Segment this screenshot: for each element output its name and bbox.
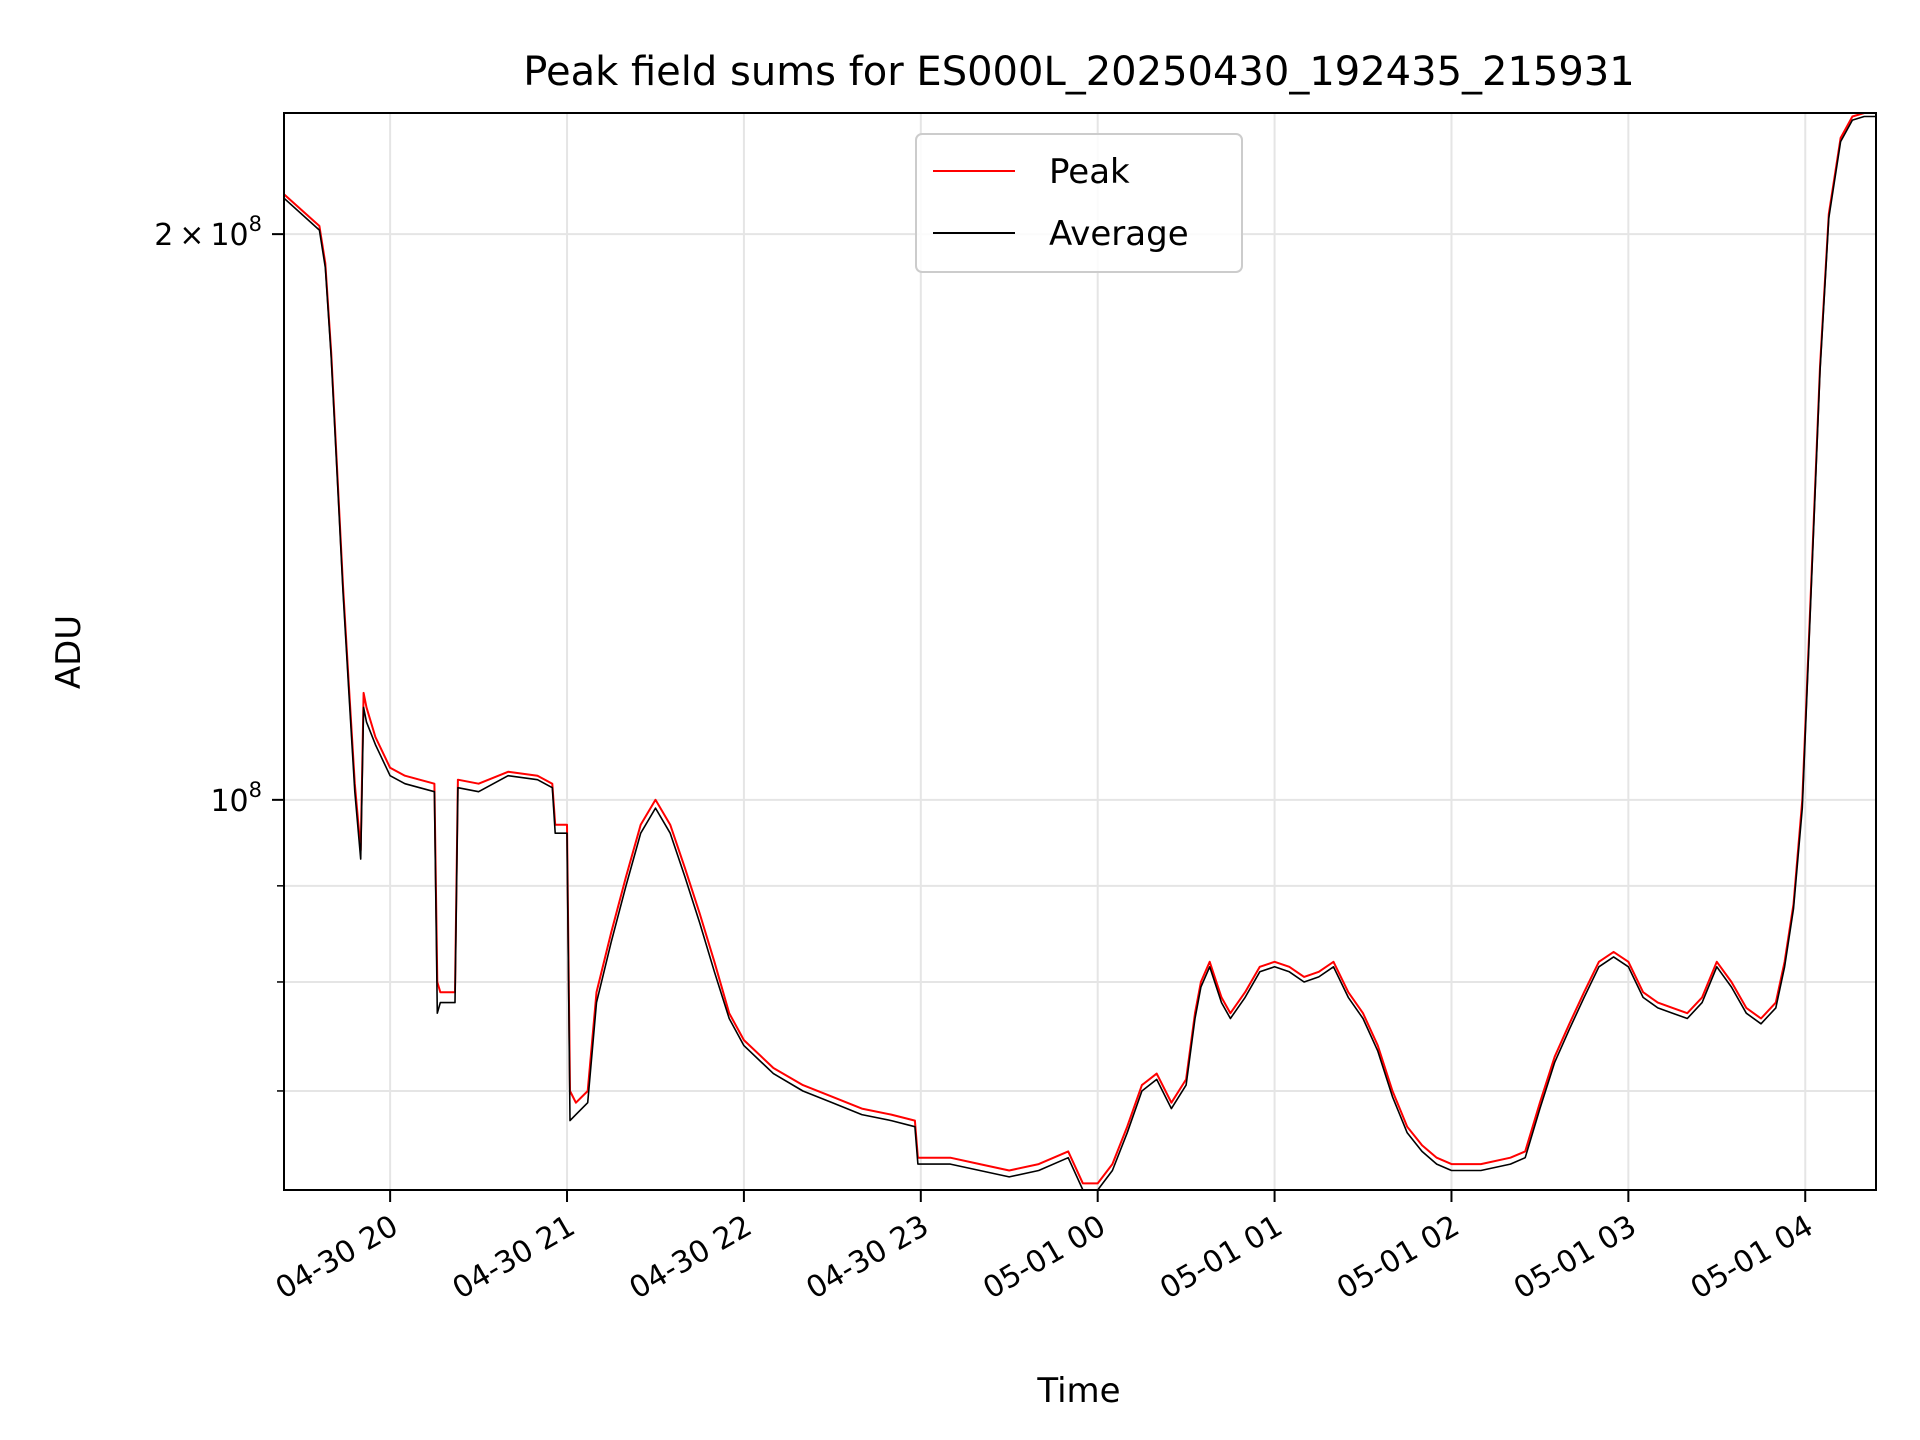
y-axis-label: ADU bbox=[49, 615, 89, 689]
legend-frame bbox=[915, 133, 1243, 273]
chart-title: Peak field sums for ES000L_20250430_1924… bbox=[523, 49, 1634, 95]
series-line-average bbox=[284, 115, 1876, 1190]
series-layer bbox=[284, 113, 1876, 1190]
series-line-peak bbox=[284, 113, 1876, 1185]
x-axis-label: Time bbox=[1036, 1371, 1120, 1411]
legend-label-average: Average bbox=[1049, 214, 1189, 254]
y-tick-label: 108 bbox=[210, 778, 262, 819]
legend-label-peak: Peak bbox=[1049, 152, 1130, 192]
y-tick-label: 2 × 108 bbox=[154, 212, 262, 253]
y-axis: 108 2 × 108 bbox=[154, 212, 284, 1092]
plot-frame bbox=[283, 112, 1877, 1191]
legend: Peak Average bbox=[915, 133, 1243, 273]
